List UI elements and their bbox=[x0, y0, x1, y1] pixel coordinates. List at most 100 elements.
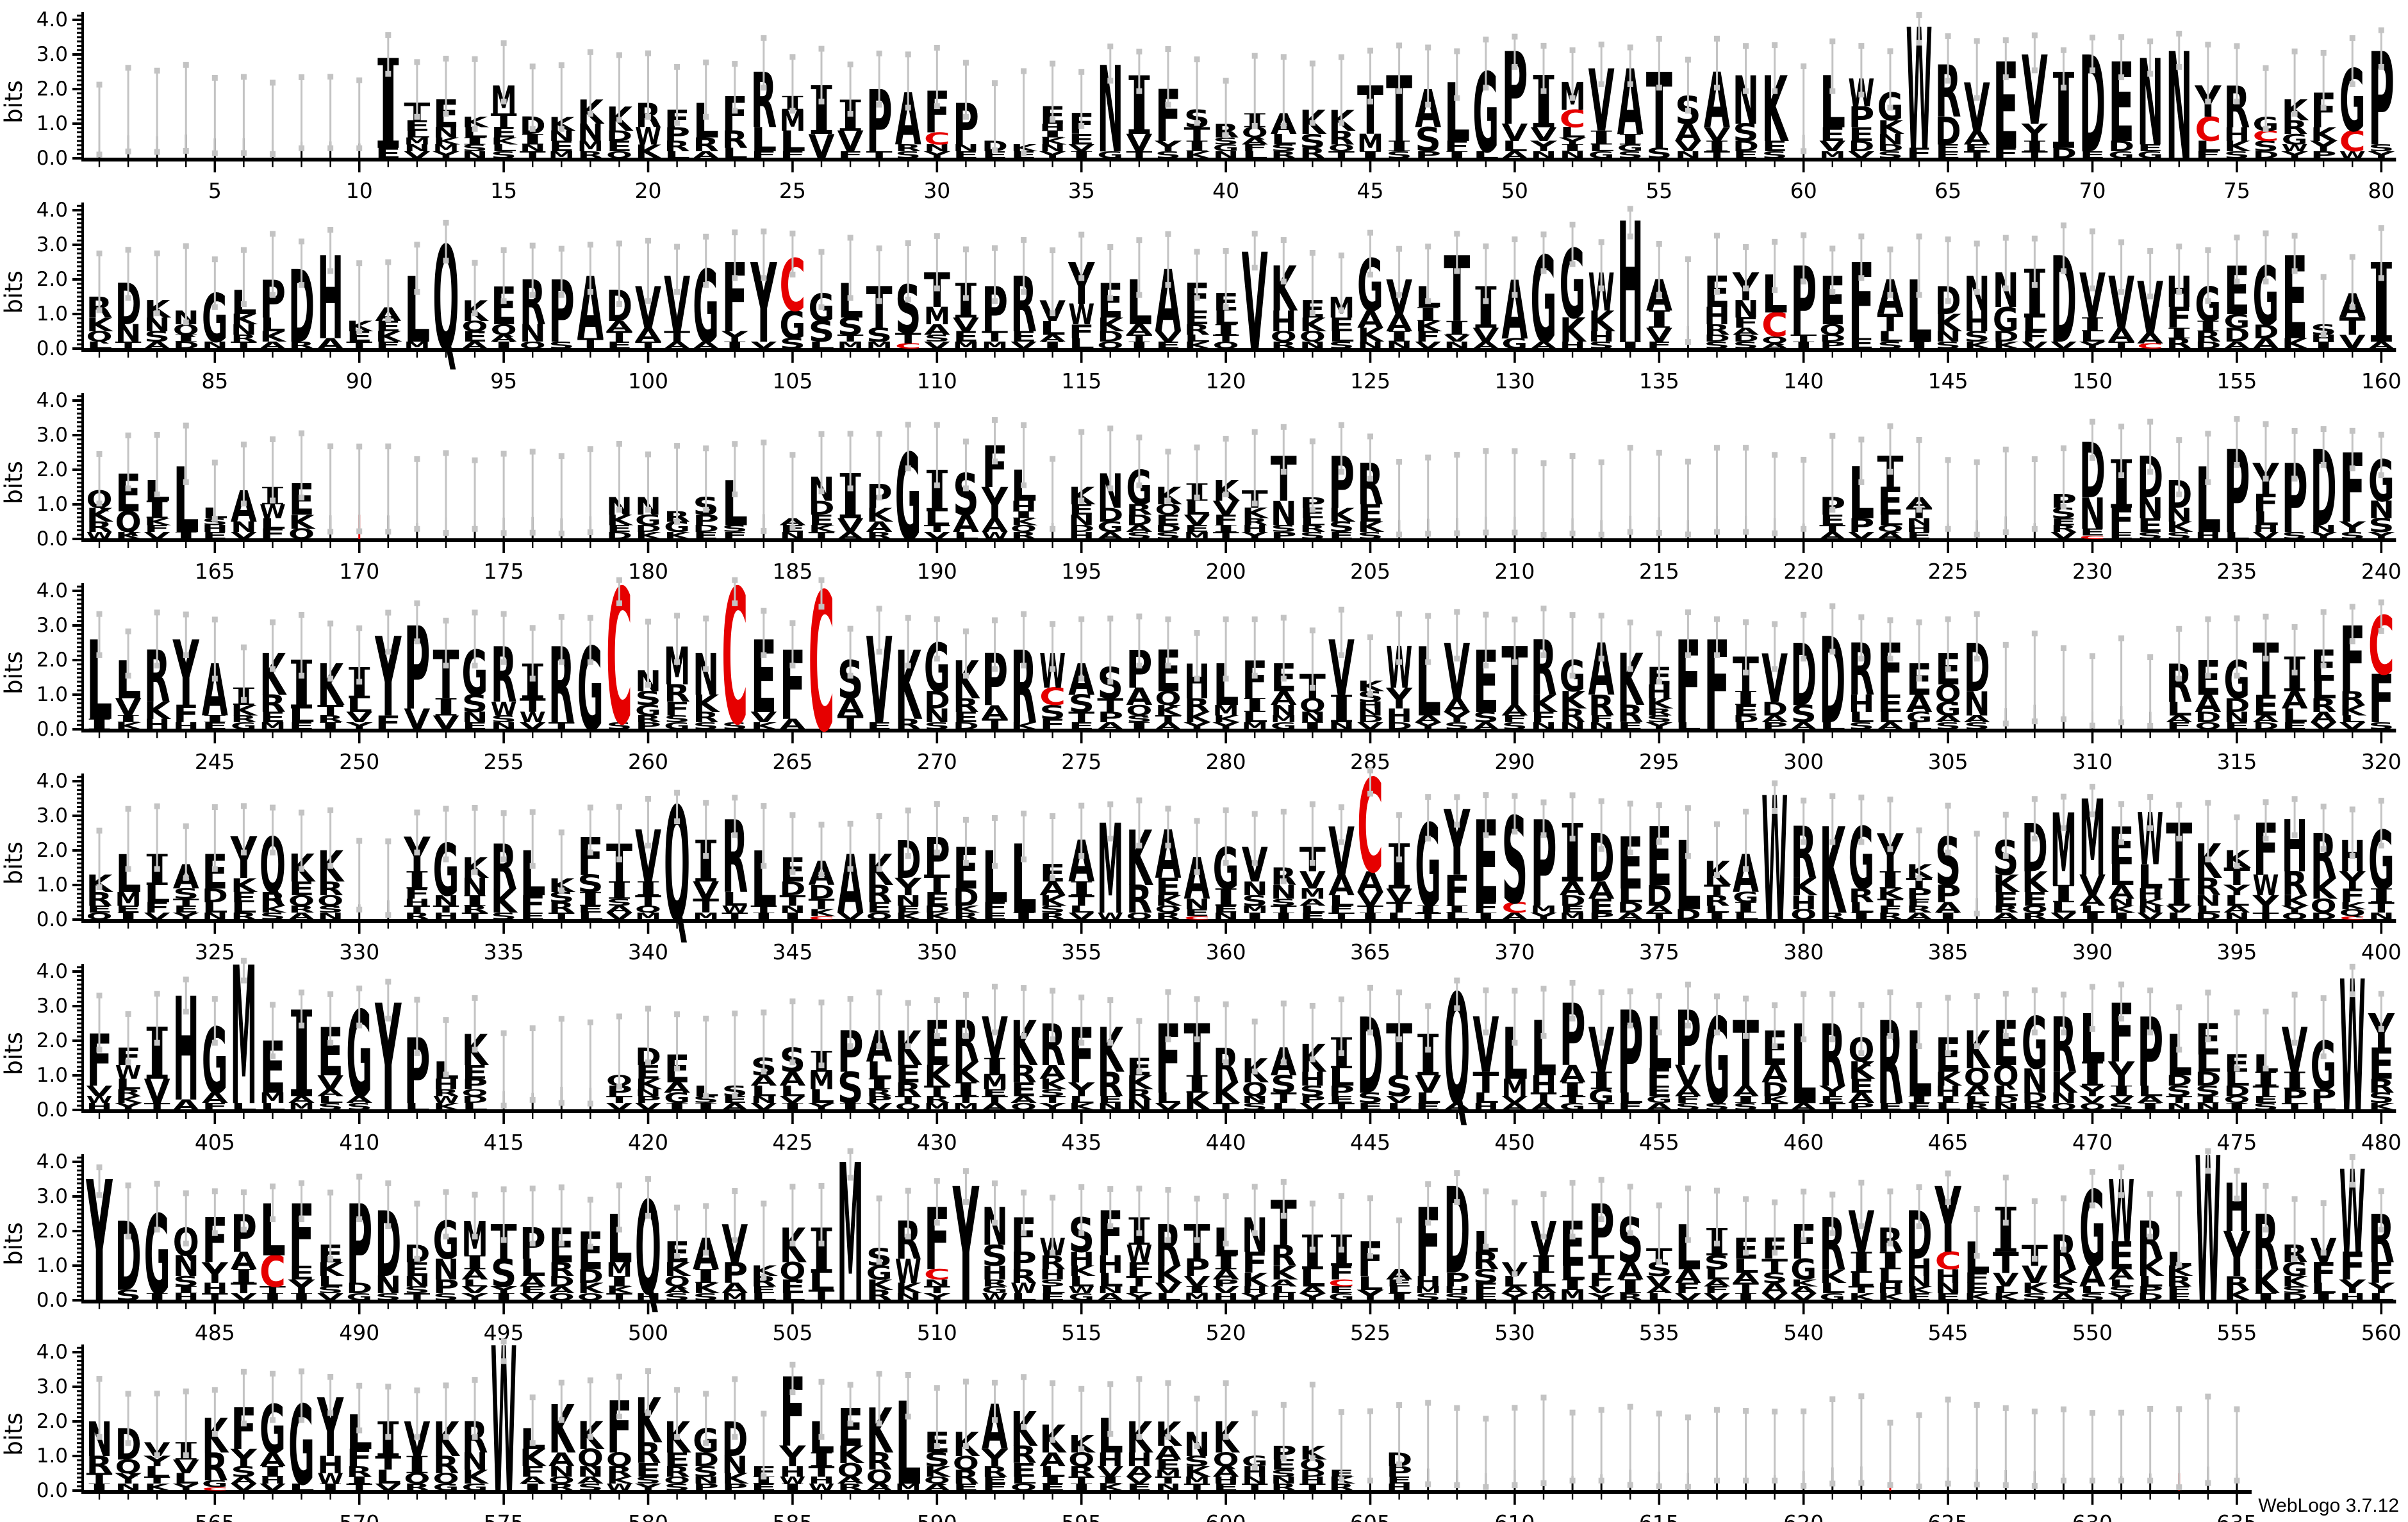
error-bar-cap bbox=[2147, 418, 2154, 425]
error-bar-cap bbox=[1887, 423, 1893, 429]
error-bar bbox=[820, 251, 823, 307]
logo-letter: M bbox=[837, 340, 864, 351]
x-tick bbox=[936, 161, 939, 172]
error-bar-cap bbox=[211, 1430, 218, 1437]
x-tick bbox=[1918, 732, 1920, 738]
logo-letter: Y bbox=[923, 149, 951, 160]
error-bar-cap bbox=[2002, 991, 2009, 997]
error-bar-cap bbox=[847, 1148, 854, 1154]
error-bar bbox=[1340, 807, 1342, 842]
x-tick bbox=[1687, 923, 1689, 929]
error-bar-cap bbox=[472, 1434, 478, 1440]
error-bar-cap bbox=[443, 530, 449, 536]
error-bar-cap bbox=[1223, 859, 1229, 866]
error-bar-cap bbox=[1425, 531, 1431, 537]
x-tick-label: 110 bbox=[917, 368, 957, 393]
x-tick bbox=[1340, 352, 1342, 358]
error-bar bbox=[1889, 1191, 1892, 1243]
x-tick bbox=[2264, 732, 2267, 738]
error-bar bbox=[907, 1002, 909, 1046]
logo-letter: T bbox=[635, 340, 661, 351]
x-tick bbox=[849, 923, 852, 929]
y-major-tick bbox=[72, 918, 81, 921]
error-bar-cap bbox=[2090, 285, 2096, 292]
error-bar bbox=[1109, 45, 1112, 81]
error-bar-cap bbox=[1656, 85, 1662, 91]
x-tick bbox=[2034, 1494, 2036, 1500]
error-bar-cap bbox=[183, 652, 189, 658]
error-bar bbox=[1138, 437, 1141, 485]
error-bar-cap bbox=[2118, 1164, 2125, 1171]
error-bar bbox=[2149, 421, 2152, 472]
error-bar bbox=[1774, 44, 1776, 91]
x-tick bbox=[213, 1113, 217, 1124]
error-bar bbox=[560, 248, 563, 295]
error-bar-cap bbox=[616, 856, 622, 863]
x-tick bbox=[1196, 1113, 1198, 1119]
logo-letter: E bbox=[1010, 329, 1037, 345]
error-bar bbox=[2236, 418, 2238, 465]
x-tick bbox=[1571, 352, 1574, 358]
error-bar bbox=[271, 622, 274, 669]
error-bar-cap bbox=[1483, 987, 1489, 993]
x-tick-label: 115 bbox=[1061, 368, 1101, 393]
error-bar-cap bbox=[2378, 27, 2384, 33]
x-tick bbox=[2293, 923, 2296, 929]
error-bar-cap bbox=[1050, 621, 1056, 627]
y-major-tick bbox=[72, 1386, 81, 1388]
logo-letter: W bbox=[635, 122, 661, 150]
error-bar-cap bbox=[2118, 801, 2125, 807]
error-bar bbox=[1051, 1382, 1054, 1440]
error-bar-cap bbox=[2291, 991, 2298, 998]
x-tick bbox=[2005, 732, 2007, 738]
logo-letter: E bbox=[606, 340, 632, 351]
error-bar-cap bbox=[1685, 256, 1691, 263]
x-tick bbox=[878, 923, 880, 929]
error-bar-cap bbox=[2349, 806, 2355, 813]
error-bar-cap bbox=[1945, 1199, 1951, 1205]
error-bar bbox=[1023, 70, 1025, 153]
logo-letter: C bbox=[2195, 110, 2221, 149]
error-bar-cap bbox=[2147, 654, 2154, 660]
error-bar bbox=[1774, 1411, 1776, 1480]
error-bar-cap bbox=[1598, 81, 1604, 87]
error-bar-cap bbox=[2378, 472, 2384, 479]
error-bar-cap bbox=[500, 1358, 507, 1364]
error-bar-cap bbox=[2349, 427, 2355, 434]
x-tick bbox=[1745, 923, 1747, 929]
x-tick bbox=[705, 1113, 707, 1119]
error-bar-cap bbox=[414, 242, 420, 248]
error-bar-cap bbox=[2031, 1483, 2038, 1489]
error-bar-cap bbox=[876, 866, 882, 872]
y-major-tick bbox=[72, 468, 81, 471]
error-bar-cap bbox=[558, 126, 565, 132]
error-bar-cap bbox=[1569, 530, 1576, 536]
x-tick bbox=[965, 1303, 967, 1309]
error-bar-cap bbox=[500, 1237, 507, 1243]
error-bar-cap bbox=[1223, 807, 1229, 813]
error-bar-cap bbox=[2090, 228, 2096, 235]
error-bar-cap bbox=[183, 62, 189, 68]
error-bar bbox=[2149, 1408, 2152, 1480]
error-bar-cap bbox=[240, 150, 247, 156]
error-bar bbox=[1860, 797, 1863, 842]
x-tick bbox=[2120, 542, 2122, 548]
logo-letter: Q bbox=[1328, 143, 1355, 154]
error-bar-cap bbox=[1454, 530, 1460, 536]
logo-row: 0.01.02.03.04.0bitsLQKRTNDASNKDIQNNG85TR… bbox=[0, 188, 2402, 393]
logo-letter: G bbox=[1588, 149, 1615, 160]
error-bar-cap bbox=[818, 304, 825, 310]
error-bar-cap bbox=[558, 453, 565, 459]
x-tick-label: 5 bbox=[208, 178, 222, 203]
y-major-tick bbox=[72, 1230, 81, 1232]
x-tick bbox=[1831, 923, 1833, 929]
error-bar-cap bbox=[2234, 615, 2240, 622]
x-tick bbox=[1947, 923, 1949, 934]
error-bar bbox=[1225, 1196, 1227, 1243]
error-bar-cap bbox=[1569, 836, 1576, 842]
error-bar-cap bbox=[1598, 459, 1604, 465]
x-tick bbox=[213, 1303, 217, 1314]
error-bar-cap bbox=[1136, 663, 1142, 669]
error-bar bbox=[416, 1390, 418, 1437]
error-bar bbox=[820, 1185, 823, 1243]
